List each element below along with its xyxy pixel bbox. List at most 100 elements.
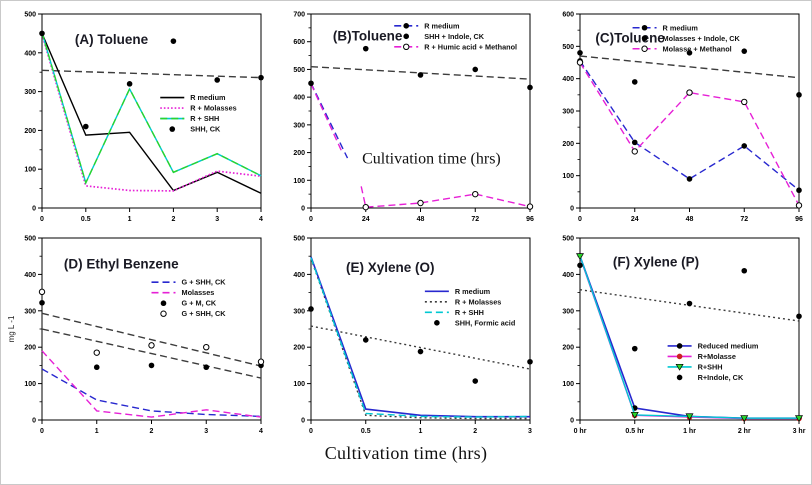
data-point-marker (685, 89, 693, 96)
data-point-marker (169, 126, 176, 132)
svg-text:1: 1 (419, 428, 423, 435)
svg-text:2: 2 (172, 216, 176, 223)
data-point-marker (576, 262, 583, 269)
data-point-marker (641, 45, 648, 52)
data-point-marker (93, 349, 101, 356)
series-r-shh (575, 253, 803, 423)
data-point-marker (631, 139, 638, 146)
svg-text:3 hr: 3 hr (792, 428, 805, 435)
data-point-marker (472, 190, 479, 198)
svg-text:0 hr: 0 hr (573, 428, 586, 435)
svg-text:500: 500 (562, 236, 574, 243)
legend-label: R+Molasse (697, 352, 735, 361)
legend-label: SHH + Indole, CK (424, 32, 485, 41)
data-point-marker (472, 66, 479, 73)
data-point-marker (83, 123, 89, 130)
data-point-marker (417, 348, 424, 355)
svg-text:300: 300 (293, 308, 305, 315)
data-point-marker (362, 337, 369, 343)
data-point-marker (676, 353, 683, 360)
legend-label: G + M, CK (182, 299, 217, 308)
series-shh-ck (39, 30, 265, 130)
data-point-marker (641, 35, 648, 42)
data-point-marker (576, 59, 583, 66)
legend-label: SHH, Formic acid (455, 318, 515, 327)
series-shh-indole-ck (308, 45, 533, 91)
svg-text:0: 0 (570, 206, 574, 213)
series-ck-trend-line-lower (42, 328, 262, 379)
data-point-marker (214, 77, 221, 83)
svg-text:500: 500 (25, 12, 37, 19)
data-point-marker (308, 80, 314, 87)
svg-text:48: 48 (685, 216, 693, 223)
data-point-marker (417, 72, 424, 78)
svg-text:3: 3 (528, 428, 532, 435)
data-point-marker (741, 143, 747, 149)
series-molasse-methanol (576, 59, 802, 209)
data-point-marker (362, 203, 369, 211)
data-point-marker (527, 84, 533, 91)
svg-text:100: 100 (562, 381, 574, 388)
svg-text:200: 200 (25, 128, 37, 135)
panel-grid: 0 100 200 300 400 500 0 0.5 1 2 3 4 (A) Toluene R med… (3, 5, 809, 441)
series-r-humic-acid-methanol (310, 83, 534, 211)
svg-text:200: 200 (562, 141, 574, 148)
data-point-marker (795, 187, 802, 194)
data-point-marker (631, 148, 638, 155)
data-point-marker (434, 320, 440, 326)
data-point-marker (472, 378, 479, 384)
svg-text:300: 300 (562, 308, 574, 315)
legend-label: R medium (191, 93, 227, 102)
panel-title: (B)Toluene (333, 28, 403, 43)
svg-text:0: 0 (32, 418, 36, 425)
svg-text:500: 500 (293, 67, 305, 74)
svg-text:72: 72 (471, 216, 479, 223)
series-molasses-indole-ck (576, 48, 802, 98)
svg-text:400: 400 (25, 50, 37, 57)
svg-text:400: 400 (562, 272, 574, 279)
data-point-marker (403, 43, 410, 51)
data-point-marker (631, 345, 638, 352)
panel-toluene-b: 0 100 200 300 400 500 600 700 0 24 48 72 96 (B)Toluen… (273, 5, 539, 229)
data-point-marker (575, 253, 584, 261)
svg-text:0: 0 (301, 418, 305, 425)
legend-label: G + SHH, CK (182, 278, 227, 287)
panel-ethylbenzene-d: 0 100 200 300 400 500 0 1 2 3 4 mg L -1 (D) Ethyl Be… (4, 229, 270, 441)
data-point-marker (417, 199, 424, 207)
panel-title: (D) Ethyl Benzene (64, 256, 179, 271)
data-point-marker (403, 23, 410, 29)
data-point-marker (795, 313, 802, 320)
series-g-m-ck (39, 299, 265, 371)
svg-text:700: 700 (293, 12, 305, 19)
svg-text:0: 0 (301, 206, 305, 213)
svg-text:300: 300 (562, 109, 574, 116)
svg-text:400: 400 (562, 76, 574, 83)
series-g-shh-ck (41, 368, 262, 418)
series-r-indole-ck (576, 262, 802, 352)
svg-text:400: 400 (293, 272, 305, 279)
data-point-marker (675, 363, 684, 371)
series-r-medium (41, 33, 262, 194)
data-point-marker (258, 74, 265, 81)
chart-svg-E: 0 100 200 300 400 500 0 0.5 1 2 3 (E) Xylene (O) R m… (293, 236, 533, 435)
legend-label: Molasses (182, 288, 215, 297)
legend-label: R + SHH (455, 308, 484, 317)
data-point-marker (170, 38, 177, 44)
chart-svg-A: 0 100 200 300 400 500 0 0.5 1 2 3 4 (A) Toluene R med… (25, 12, 265, 223)
data-point-marker (630, 411, 639, 419)
svg-text:1: 1 (95, 428, 99, 435)
data-point-marker (160, 310, 168, 317)
data-point-marker (676, 343, 683, 349)
svg-text:3: 3 (216, 216, 220, 223)
data-point-marker (403, 33, 410, 40)
data-point-marker (795, 202, 802, 209)
svg-text:0: 0 (32, 206, 36, 213)
svg-text:200: 200 (25, 345, 37, 352)
data-point-marker (739, 415, 748, 423)
chart-svg-D: 0 100 200 300 400 500 0 1 2 3 4 mg L -1 (D) Ethyl Be… (7, 236, 265, 435)
data-point-marker (203, 344, 210, 351)
data-point-marker (149, 362, 155, 369)
